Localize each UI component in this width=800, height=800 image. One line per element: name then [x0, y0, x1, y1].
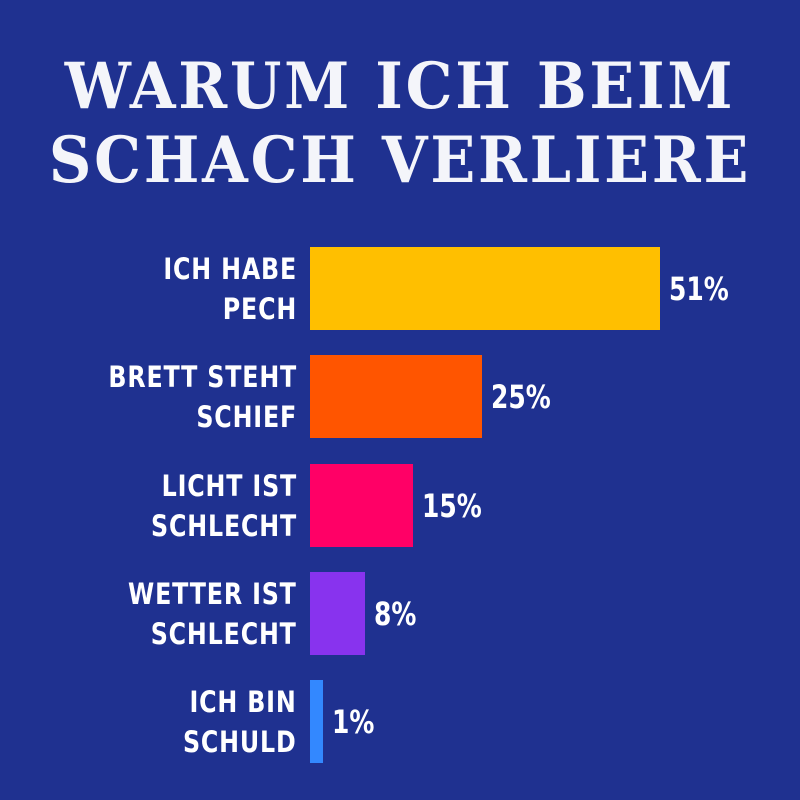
category-label-line-2: SCHLECHT: [150, 509, 297, 543]
category-label-line-2: SCHULD: [183, 725, 297, 759]
bar-row: BRETT STEHT SCHIEF 25%: [0, 355, 800, 439]
bar-row: ICH BIN SCHULD 1%: [0, 680, 800, 764]
bar: [310, 247, 660, 330]
category-label-line-2: PECH: [222, 292, 297, 326]
bar: [310, 355, 482, 438]
bar-value-label: 8%: [374, 595, 417, 633]
bar-value-label: 15%: [422, 487, 482, 525]
chart-title-line-2: SCHACH VERLIERE: [48, 123, 752, 198]
bar-row: ICH HABE PECH 51%: [0, 247, 800, 331]
bar-row: WETTER IST SCHLECHT 8%: [0, 572, 800, 656]
bar-category-label: BRETT STEHT SCHIEF: [108, 355, 297, 439]
category-label-line-2: SCHLECHT: [150, 617, 297, 651]
bar-category-label: LICHT IST SCHLECHT: [151, 464, 297, 548]
bar-row: LICHT IST SCHLECHT 15%: [0, 464, 800, 548]
category-label-line-1: BRETT STEHT: [108, 360, 297, 394]
category-label-line-1: ICH HABE: [163, 252, 297, 286]
bar-category-label: ICH HABE PECH: [163, 247, 297, 331]
bar: [310, 680, 323, 763]
bar-value-label: 25%: [491, 378, 551, 416]
bar: [310, 464, 413, 547]
chart-title: WARUM ICH BEIM SCHACH VERLIERE: [32, 50, 768, 198]
chart-title-line-1: WARUM ICH BEIM: [64, 49, 736, 124]
bar-value-label: 51%: [669, 270, 729, 308]
category-label-line-2: SCHIEF: [196, 400, 297, 434]
bar-category-label: WETTER IST SCHLECHT: [128, 572, 297, 656]
bar-category-label: ICH BIN SCHULD: [183, 680, 297, 764]
bar-value-label: 1%: [332, 703, 375, 741]
category-label-line-1: LICHT IST: [161, 469, 297, 503]
bar: [310, 572, 365, 655]
category-label-line-1: ICH BIN: [189, 685, 297, 719]
category-label-line-1: WETTER IST: [128, 577, 297, 611]
